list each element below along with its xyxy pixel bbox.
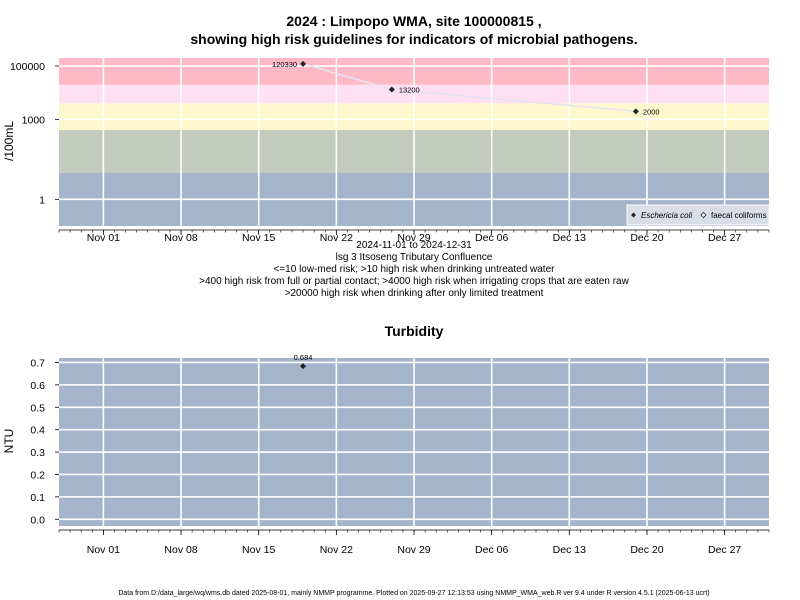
chart2-xtick-label: Dec 13 [553,544,586,556]
chart1-caption-line-3: <=10 low-med risk; >10 high risk when dr… [274,264,556,275]
chart2-xtick-label: Dec 27 [708,544,741,556]
chart1-ytick-label: 1000 [22,114,46,126]
chart2-title: Turbidity [385,323,444,339]
point-label-turbidity: 0.684 [294,353,313,362]
chart1-caption-line-4: >400 high risk from full or partial cont… [199,276,629,287]
chart2-ytick-label: 0.1 [30,492,45,504]
chart1-xtick-label: Nov 22 [320,232,353,244]
chart1-points: 120330 13200 2000 [272,60,660,116]
legend-box [626,204,770,226]
chart1-xtick-label: Dec 06 [475,232,508,244]
chart1-caption-line-5: >20000 high risk when drinking after onl… [285,288,544,299]
chart1-ytick-label: 1 [39,194,45,206]
point-marker-turbidity [300,363,307,370]
point-label-ecoli: 2000 [643,107,660,116]
chart1-xtick-label: Dec 27 [708,232,741,244]
chart1-legend: Eschericia coli faecal coliforms [626,204,770,226]
chart1-caption-line-2: lsg 3 Itsoseng Tributary Confluence [336,252,493,263]
chart1-xtick-label: Nov 15 [242,232,275,244]
chart1-y-axis-label: /100mL [2,121,16,161]
footer-note: Data from D:/data_large/wq/wms.db dated … [118,590,709,597]
legend-marker-filled-diamond-icon [631,212,636,218]
chart1-x-axis: Nov 01 Nov 08 Nov 15 Nov 22 Nov 29 Dec 06 Dec … [58,229,770,244]
chart1-xtick-label: Dec 20 [630,232,663,244]
point-marker-ecoli [388,86,395,93]
chart2-x-axis: Nov 01 Nov 08 Nov 15 Nov 22 Nov 29 Dec 06 Dec … [58,529,770,556]
chart2-xtick-label: Dec 20 [630,544,663,556]
chart1-ytick-label: 100000 [10,61,45,73]
chart1-title-line2: showing high risk guidelines for indicat… [190,31,637,47]
chart2-xtick-label: Nov 29 [397,544,430,556]
chart2-ytick-label: 0.7 [30,357,45,369]
point-marker-ecoli [632,108,639,115]
chart2-ytick-label: 0.5 [30,402,45,414]
chart2-ytick-label: 0.3 [30,447,45,459]
legend-label-ecoli: Eschericia coli [641,211,692,220]
chart2-xtick-label: Nov 08 [164,544,197,556]
legend-label-faecal-coliforms: faecal coliforms [711,211,767,220]
chart1-xtick-label: Dec 13 [553,232,586,244]
chart2-ytick-label: 0.6 [30,380,45,392]
chart2-y-axis-label: NTU [2,429,16,454]
chart1-xtick-label: Nov 01 [87,232,120,244]
chart2-ytick-label: 0.2 [30,469,45,481]
chart2-xtick-label: Nov 01 [87,544,120,556]
chart2-xtick-label: Nov 15 [242,544,275,556]
chart1-y-axis: 1 1000 100000 [10,61,59,206]
chart1-grid [59,58,769,226]
chart1-caption-line-1: 2024-11-01 to 2024-12-31 [356,240,472,251]
chart2-xtick-label: Dec 06 [475,544,508,556]
chart2-ytick-label: 0.4 [30,425,45,437]
chart2-points: 0.684 [294,353,313,370]
point-marker-ecoli [300,60,307,67]
chart1-xtick-label: Nov 08 [164,232,197,244]
point-label-ecoli: 120330 [272,60,297,69]
point-label-ecoli: 13200 [399,85,420,94]
chart2-grid [59,358,769,526]
legend-marker-open-diamond-icon [700,211,707,219]
chart2-ytick-label: 0.0 [30,514,45,526]
chart1-title-line1: 2024 : Limpopo WMA, site 100000815 , [286,13,541,29]
chart2-y-axis: 0.0 0.1 0.2 0.3 0.4 0.5 0.6 0.7 [30,357,59,526]
chart2-xtick-label: Nov 22 [320,544,353,556]
chart1-xtick-label: Nov 29 [397,232,430,244]
